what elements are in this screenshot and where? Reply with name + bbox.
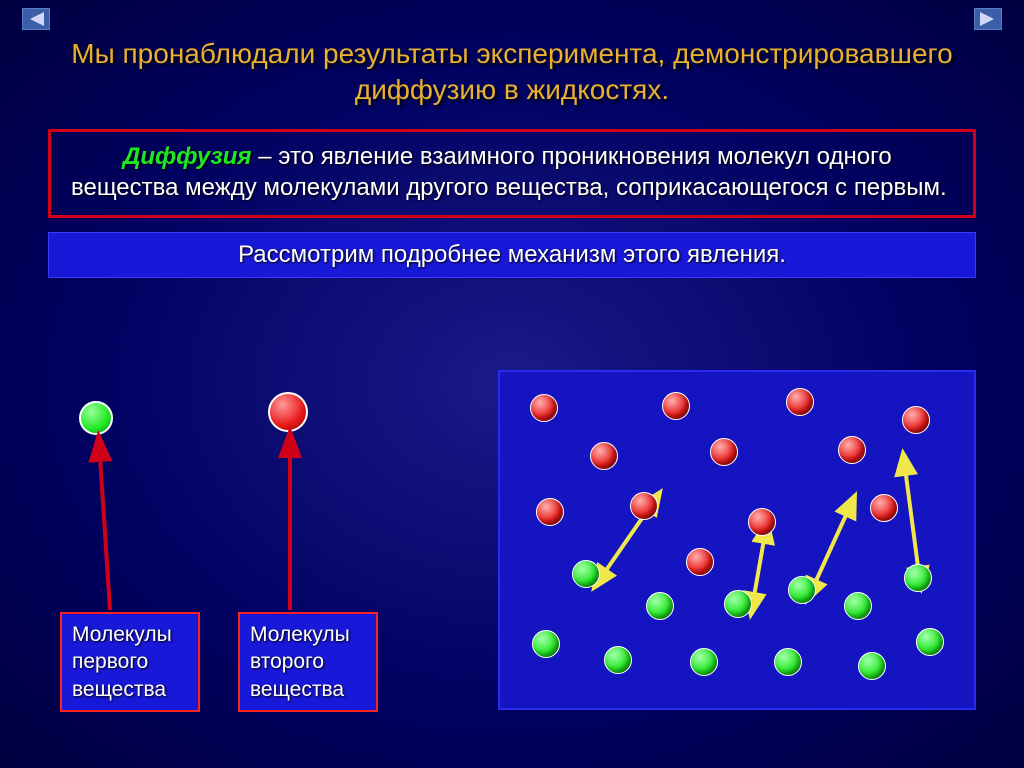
molecule-type-1 — [904, 564, 932, 592]
molecule-type-1 — [916, 628, 944, 656]
molecule-type-2 — [590, 442, 618, 470]
molecule-type-2 — [662, 392, 690, 420]
molecule-type-1 — [774, 648, 802, 676]
definition-term: Диффузия — [123, 143, 252, 170]
molecule-type-2 — [902, 406, 930, 434]
legend-label-2: Молекулы второго вещества — [238, 612, 378, 712]
diagram-stage: Молекулы первого вещества Молекулы второ… — [0, 360, 1024, 768]
molecule-type-1 — [788, 576, 816, 604]
molecule-type-2 — [630, 492, 658, 520]
arrow-right-icon — [980, 12, 996, 26]
nav-next-button[interactable] — [974, 8, 1002, 30]
molecule-type-1 — [646, 592, 674, 620]
molecule-type-1 — [844, 592, 872, 620]
legend-label-1: Молекулы первого вещества — [60, 612, 200, 712]
molecule-type-2 — [786, 388, 814, 416]
molecule-type-1 — [690, 648, 718, 676]
molecule-type-1 — [724, 590, 752, 618]
slide-title: Мы пронаблюдали результаты эксперимента,… — [0, 0, 1024, 121]
definition-box: Диффузия – это явление взаимного проникн… — [48, 129, 976, 218]
molecule-panel — [498, 370, 976, 710]
molecule-type-1 — [858, 652, 886, 680]
molecule-type-2 — [530, 394, 558, 422]
molecule-type-2 — [710, 438, 738, 466]
subtitle-box: Рассмотрим подробнее механизм этого явле… — [48, 232, 976, 278]
molecule-type-2 — [536, 498, 564, 526]
molecule-type-2 — [838, 436, 866, 464]
nav-prev-button[interactable] — [22, 8, 50, 30]
arrow-left-icon — [28, 12, 44, 26]
molecule-type-2 — [748, 508, 776, 536]
molecule-type-1 — [604, 646, 632, 674]
molecule-type-2 — [870, 494, 898, 522]
molecule-type-1 — [532, 630, 560, 658]
molecule-type-1 — [572, 560, 600, 588]
molecule-type-2 — [686, 548, 714, 576]
